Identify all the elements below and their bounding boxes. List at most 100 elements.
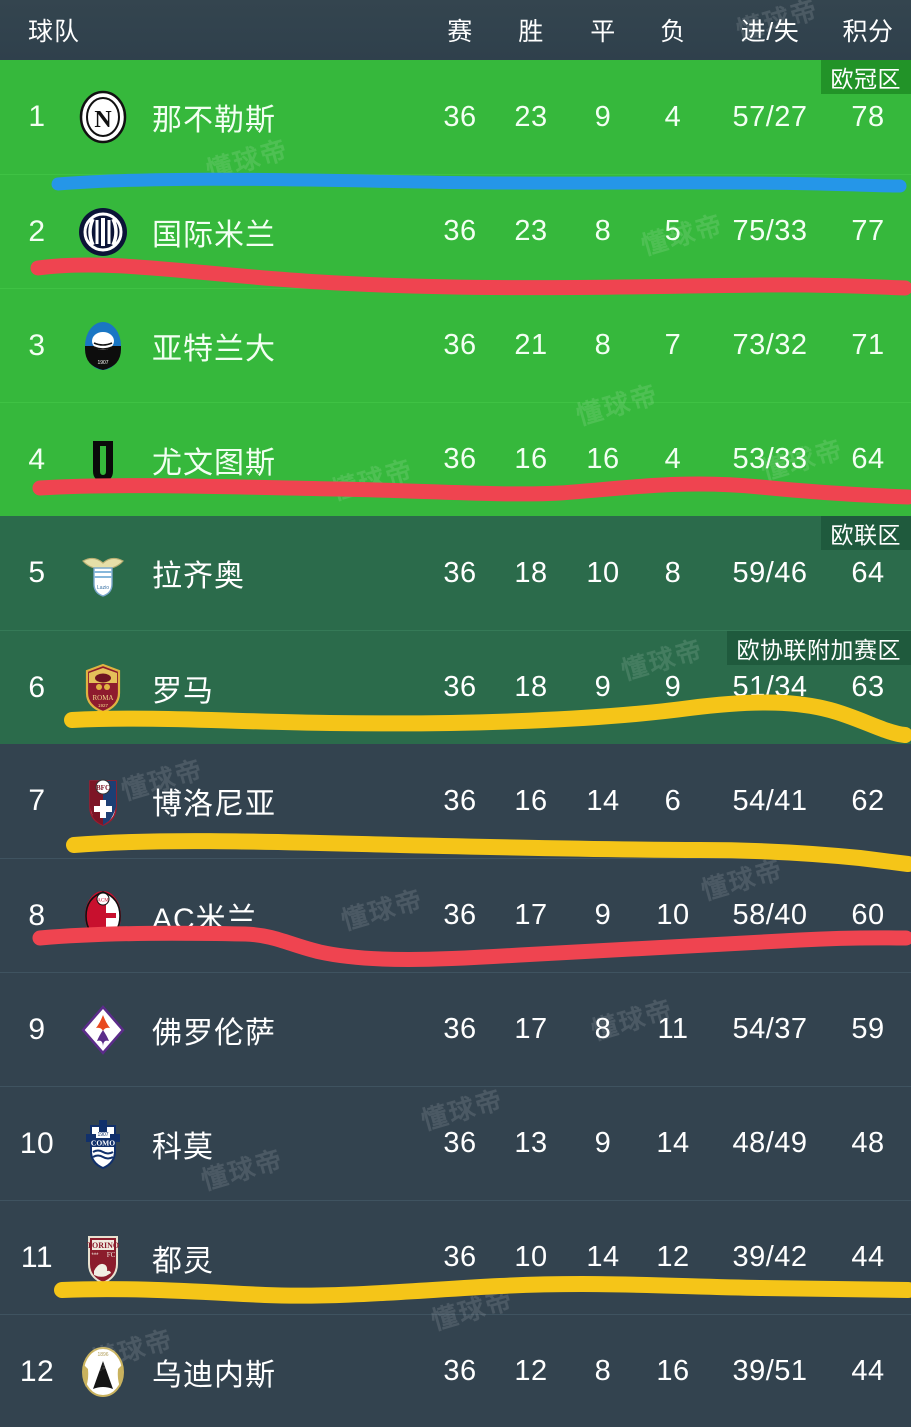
points-cell: 64 xyxy=(851,443,885,475)
svg-text:1896: 1896 xyxy=(97,1352,108,1358)
drawn-cell: 9 xyxy=(594,100,612,133)
drawn-cell: 9 xyxy=(594,671,612,703)
team-name[interactable]: 拉齐奥 xyxy=(152,560,245,593)
rank-cell: 11 xyxy=(20,1240,54,1274)
team-name[interactable]: 尤文图斯 xyxy=(152,446,276,480)
column-header-team[interactable]: 球队 xyxy=(28,18,81,46)
svg-text:ACM: ACM xyxy=(97,898,109,903)
lost-cell: 10 xyxy=(656,899,690,931)
table-row[interactable]: 10 1907 COMO 科莫 36 13 9 14 48/49 48 xyxy=(0,1086,911,1200)
table-row[interactable]: 11 TORINO *** FC 都灵 36 10 14 12 39/42 44 xyxy=(0,1200,911,1314)
team-name[interactable]: AC米兰 xyxy=(152,902,258,936)
drawn-cell: 8 xyxy=(594,1013,612,1045)
napoli-crest: N xyxy=(74,88,132,146)
drawn-cell: 10 xyxy=(586,556,620,589)
drawn-cell: 9 xyxy=(594,1127,612,1159)
table-header: 球队 赛 胜 平 负 进/失 积分 xyxy=(0,0,911,60)
team-name[interactable]: 佛罗伦萨 xyxy=(152,1016,276,1050)
column-header-played[interactable]: 赛 xyxy=(447,18,473,46)
played-cell: 36 xyxy=(443,899,477,931)
column-header-points[interactable]: 积分 xyxy=(842,18,894,46)
zone-badge-uecl: 欧协联附加赛区 xyxy=(726,631,911,665)
won-cell: 21 xyxy=(514,329,548,361)
points-cell: 64 xyxy=(851,556,885,589)
played-cell: 36 xyxy=(443,1355,477,1387)
svg-text:1927: 1927 xyxy=(98,703,109,708)
table-row[interactable]: 6 ROMA 1927 罗马 36 18 9 9 51/34 63 欧协联附加赛区 xyxy=(0,630,911,744)
juventus-crest xyxy=(74,431,132,489)
table-row[interactable]: 8 ACM 1899 AC米兰 36 17 9 10 58/40 60 xyxy=(0,858,911,972)
lost-cell: 4 xyxy=(664,443,682,475)
drawn-cell: 16 xyxy=(586,443,620,475)
played-cell: 36 xyxy=(443,1013,477,1045)
won-cell: 10 xyxy=(514,1241,548,1273)
played-cell: 36 xyxy=(443,671,477,703)
lost-cell: 5 xyxy=(664,215,682,247)
acmilan-crest: ACM 1899 xyxy=(74,887,132,945)
won-cell: 16 xyxy=(514,443,548,475)
column-header-goals[interactable]: 进/失 xyxy=(740,18,800,46)
drawn-cell: 9 xyxy=(594,899,612,931)
table-row[interactable]: 7 BFC 博洛尼亚 36 16 14 6 54/41 62 xyxy=(0,744,911,858)
column-header-drawn[interactable]: 平 xyxy=(590,18,616,46)
team-name[interactable]: 科莫 xyxy=(152,1130,214,1164)
won-cell: 23 xyxy=(514,215,548,247)
svg-text:FC: FC xyxy=(107,1251,116,1259)
rank-cell: 1 xyxy=(28,100,46,133)
played-cell: 36 xyxy=(443,784,477,817)
played-cell: 36 xyxy=(443,329,477,361)
rank-cell: 6 xyxy=(28,670,46,704)
team-name[interactable]: 亚特兰大 xyxy=(152,332,276,366)
points-cell: 59 xyxy=(851,1013,885,1045)
lost-cell: 14 xyxy=(656,1127,690,1159)
fiorentina-crest xyxy=(74,1001,132,1059)
lost-cell: 9 xyxy=(664,671,682,703)
svg-text:N: N xyxy=(94,107,112,133)
table-row[interactable]: 2 国际米兰 36 23 8 5 75/33 77 xyxy=(0,174,911,288)
atalanta-crest: 1907 xyxy=(74,317,132,375)
svg-text:1899: 1899 xyxy=(99,931,109,936)
played-cell: 36 xyxy=(443,556,477,589)
rank-cell: 12 xyxy=(19,1354,55,1388)
table-row[interactable]: 12 1896 乌迪内斯 36 12 8 16 39/51 44 xyxy=(0,1314,911,1427)
rank-cell: 5 xyxy=(28,556,46,589)
goals-cell: 51/34 xyxy=(732,671,808,703)
goals-cell: 58/40 xyxy=(732,899,808,931)
rank-cell: 2 xyxy=(28,214,46,248)
team-name[interactable]: 罗马 xyxy=(152,674,214,708)
won-cell: 12 xyxy=(514,1355,548,1387)
won-cell: 17 xyxy=(514,899,548,931)
svg-text:ROMA: ROMA xyxy=(92,694,113,702)
bologna-crest: BFC xyxy=(74,772,132,830)
table-row[interactable]: 5 Lazio 拉齐奥 36 18 10 8 59/46 64 欧联区 xyxy=(0,516,911,630)
points-cell: 71 xyxy=(851,329,885,361)
lost-cell: 16 xyxy=(656,1355,690,1387)
table-row[interactable]: 3 1907 亚特兰大 36 21 8 7 73/32 71 xyxy=(0,288,911,402)
team-name[interactable]: 国际米兰 xyxy=(152,218,276,252)
table-row[interactable]: 1 N 那不勒斯 36 23 9 4 57/27 78 欧冠区 xyxy=(0,60,911,174)
team-name[interactable]: 都灵 xyxy=(152,1244,214,1278)
team-name[interactable]: 博洛尼亚 xyxy=(152,788,276,821)
table-row[interactable]: 4 尤文图斯 36 16 16 4 53/33 64 xyxy=(0,402,911,516)
svg-text:BFC: BFC xyxy=(96,784,110,792)
points-cell: 78 xyxy=(851,100,885,133)
svg-text:1907: 1907 xyxy=(97,360,108,366)
team-name[interactable]: 乌迪内斯 xyxy=(152,1358,276,1392)
column-header-won[interactable]: 胜 xyxy=(518,18,544,46)
team-name[interactable]: 那不勒斯 xyxy=(152,104,276,137)
goals-cell: 48/49 xyxy=(732,1127,808,1159)
lost-cell: 4 xyxy=(664,100,682,133)
drawn-cell: 8 xyxy=(594,215,612,247)
lost-cell: 6 xyxy=(664,784,682,817)
lost-cell: 7 xyxy=(664,329,682,361)
played-cell: 36 xyxy=(443,1127,477,1159)
won-cell: 23 xyxy=(514,100,548,133)
column-header-lost[interactable]: 负 xyxy=(660,18,686,46)
rank-cell: 7 xyxy=(28,784,46,817)
points-cell: 44 xyxy=(851,1241,885,1273)
roma-crest: ROMA 1927 xyxy=(74,659,132,717)
table-row[interactable]: 9 佛罗伦萨 36 17 8 11 54/37 59 xyxy=(0,972,911,1086)
svg-text:***: *** xyxy=(91,1253,99,1259)
rank-cell: 4 xyxy=(28,442,46,476)
